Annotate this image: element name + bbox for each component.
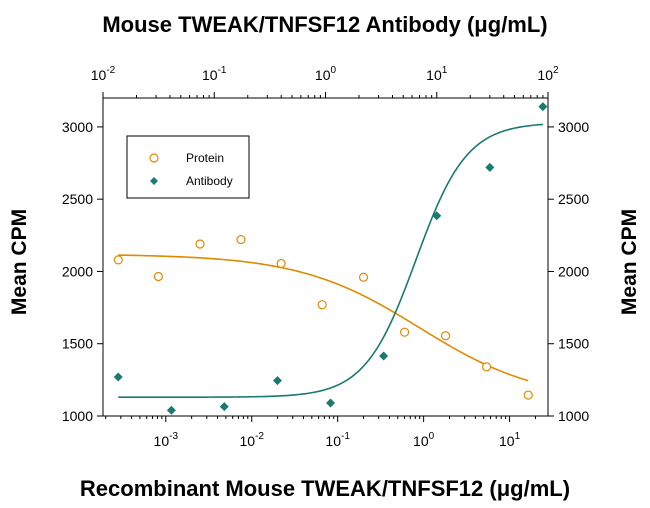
point-protein xyxy=(113,255,123,265)
point-protein xyxy=(195,239,205,249)
legend-marker-protein xyxy=(149,153,159,163)
y-tick-label-right: 2000 xyxy=(558,263,589,279)
point-protein xyxy=(236,235,246,245)
point-protein xyxy=(440,331,451,341)
x-axis-label: Recombinant Mouse TWEAK/TNFSF12 (μg/mL) xyxy=(80,476,570,501)
y-tick-label-right: 3000 xyxy=(558,119,589,135)
y-tick-label-left: 2000 xyxy=(62,263,93,279)
point-antibody xyxy=(432,211,442,221)
fit-curves xyxy=(118,123,543,399)
x-tick-label-bottom: 10-1 xyxy=(325,431,350,449)
x-tick-label-top: 10-1 xyxy=(202,65,227,83)
data-points xyxy=(113,102,548,415)
x-tick-label-bottom: 101 xyxy=(499,431,521,449)
fit-curve-protein xyxy=(118,254,529,382)
point-protein xyxy=(399,327,410,337)
fit-curve-antibody xyxy=(118,123,543,399)
y-tick-label-right: 1000 xyxy=(558,408,589,424)
point-antibody xyxy=(113,372,123,382)
point-antibody xyxy=(272,376,282,386)
legend-marker-antibody xyxy=(150,177,158,185)
point-antibody xyxy=(379,351,389,361)
x-tick-label-bottom: 100 xyxy=(413,431,435,449)
x-tick-label-top: 101 xyxy=(426,65,448,83)
x-tick-label-bottom: 10-3 xyxy=(154,431,179,449)
y-tick-label-left: 1500 xyxy=(62,336,93,352)
legend-box xyxy=(126,135,250,199)
point-antibody xyxy=(485,162,495,172)
point-protein xyxy=(523,390,533,400)
point-antibody xyxy=(326,398,336,408)
y-tick-label-right: 2500 xyxy=(558,191,589,207)
y-tick-label-right: 1500 xyxy=(558,336,589,352)
x-tick-label-top: 10-2 xyxy=(91,65,116,83)
chart-title: Mouse TWEAK/TNFSF12 Antibody (μg/mL) xyxy=(102,12,547,37)
point-protein xyxy=(153,271,163,282)
legend-label-antibody: Antibody xyxy=(186,174,233,188)
legend: Protein Antibody xyxy=(126,135,250,199)
point-antibody xyxy=(166,405,176,415)
point-antibody xyxy=(538,102,548,112)
x-tick-label-top: 102 xyxy=(537,65,559,83)
y-axis-label-right: Mean CPM xyxy=(618,209,641,315)
y-tick-label-left: 2500 xyxy=(62,191,93,207)
point-antibody xyxy=(219,402,229,412)
y-tick-label-left: 1000 xyxy=(62,408,93,424)
point-protein xyxy=(317,300,327,310)
axis-ticks: 1000 1000 1500 1500 2000 2000 2500 2500 3000 3000… xyxy=(62,65,590,449)
y-axis-label: Mean CPM xyxy=(8,209,31,315)
point-protein xyxy=(358,272,369,282)
point-protein xyxy=(276,258,286,269)
x-tick-label-top: 100 xyxy=(315,65,337,83)
y-tick-label-left: 3000 xyxy=(62,119,93,135)
legend-label-protein: Protein xyxy=(186,151,224,165)
point-protein xyxy=(481,362,492,372)
x-tick-label-bottom: 10-2 xyxy=(239,431,264,449)
